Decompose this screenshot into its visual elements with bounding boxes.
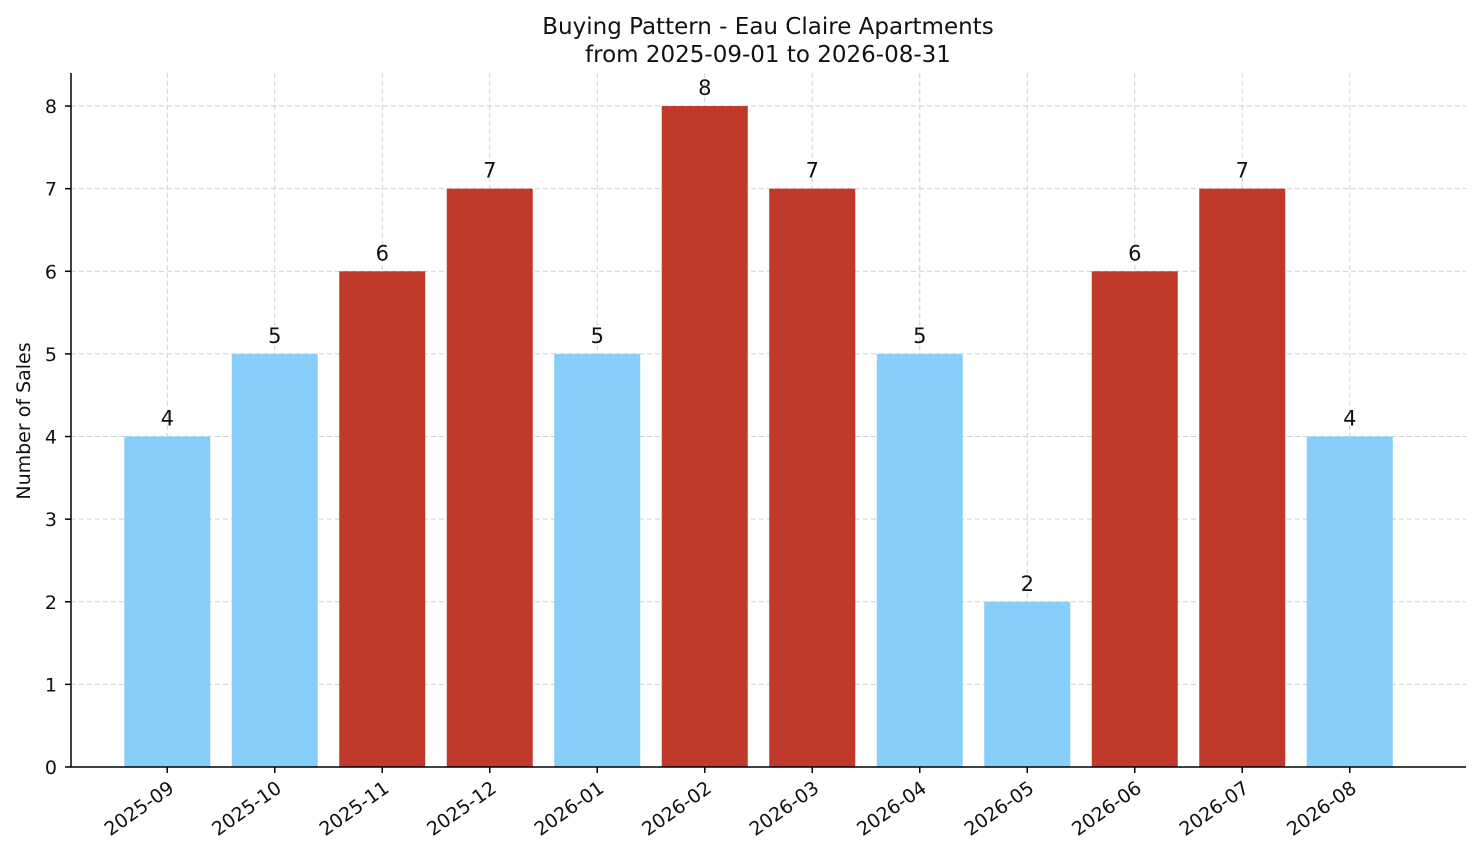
x-tick-label: 2025-10 [208,777,286,841]
bar-value-label: 2 [1021,572,1034,596]
x-tick-label: 2026-01 [530,777,608,841]
bar-value-label: 7 [1236,159,1249,183]
y-tick-label: 4 [45,427,57,449]
bars-layer [124,106,1393,768]
bar [1199,188,1286,767]
x-tick-label: 2026-02 [638,777,716,841]
x-tick-label: 2026-03 [745,777,823,841]
x-tick-label: 2025-09 [100,777,178,841]
bar-value-label: 7 [806,159,819,183]
chart-title: Buying Pattern - Eau Claire Apartments [542,14,993,40]
y-tick-label: 7 [45,179,57,201]
bar [984,601,1071,767]
bar-value-label: 6 [376,241,389,265]
x-tick-labels: 2025-09 2025-10 2025-11 2025-12 2026-01 2026-… [100,767,1361,841]
y-tick-label: 2 [45,592,57,614]
chart-subtitle: from 2025-09-01 to 2026-08-31 [585,42,951,68]
y-tick-label: 3 [45,509,57,531]
bar [446,188,533,767]
bar [876,353,963,767]
bar [769,188,856,767]
bar-value-label: 5 [268,324,281,348]
bar [554,353,641,767]
bar [1091,271,1178,767]
bar-value-label: 4 [161,407,174,431]
x-tick-label: 2026-04 [853,777,931,841]
bar-value-label: 7 [483,159,496,183]
bar-value-label: 4 [1343,407,1356,431]
bar [124,436,211,767]
x-tick-label: 2026-06 [1068,777,1146,841]
bar [1306,436,1393,767]
bar-value-label: 8 [698,76,711,100]
x-tick-label: 2025-12 [423,777,501,841]
bar [339,271,426,767]
x-tick-label: 2026-08 [1283,777,1361,841]
bar [231,353,318,767]
y-tick-label: 6 [45,261,57,283]
bar-value-label: 6 [1128,241,1141,265]
x-tick-label: 2026-07 [1175,777,1253,841]
bar [661,106,748,768]
y-tick-labels: 0 1 2 3 4 5 6 7 8 [45,96,71,779]
y-axis-label: Number of Sales [13,342,35,499]
x-tick-label: 2025-11 [315,777,393,841]
bar-value-label: 5 [591,324,604,348]
bar-value-labels: 4 5 6 7 5 8 7 5 2 6 7 4 [161,76,1357,596]
y-tick-label: 1 [45,674,57,696]
x-tick-label: 2026-05 [960,777,1038,841]
y-tick-label: 5 [45,344,57,366]
y-tick-label: 8 [45,96,57,118]
bar-value-label: 5 [913,324,926,348]
y-tick-label: 0 [45,757,57,779]
